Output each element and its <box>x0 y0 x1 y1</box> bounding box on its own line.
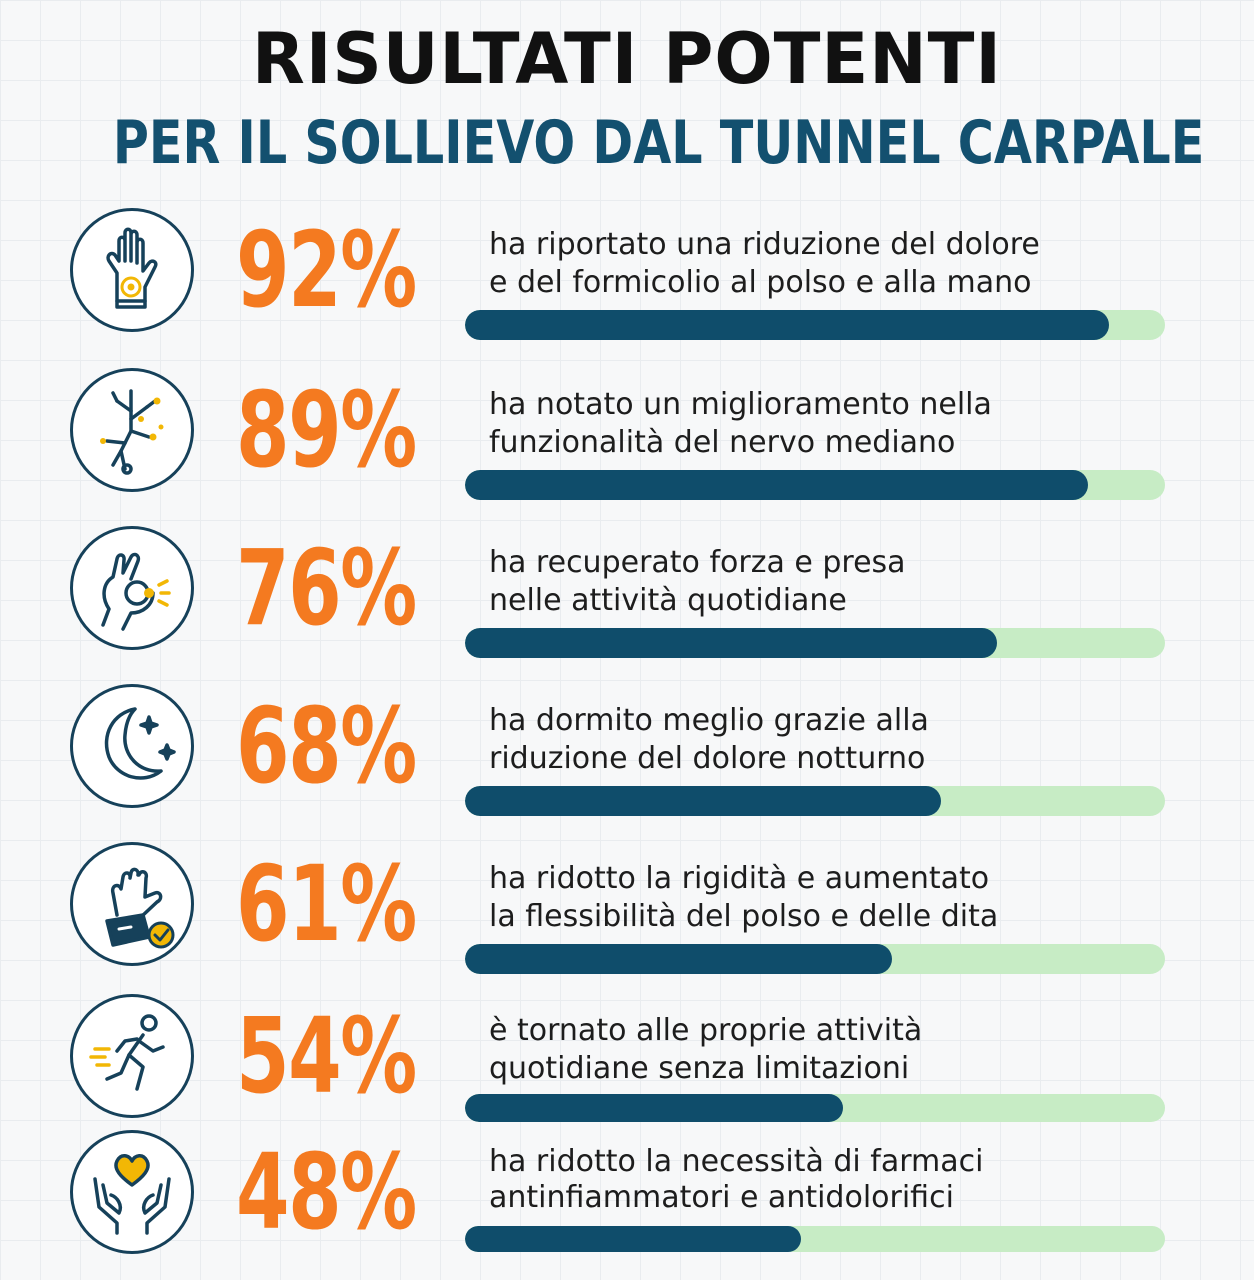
percentage-value: 76% <box>236 527 417 649</box>
stat-description-line: ha ridotto la rigidità e aumentato <box>489 861 990 896</box>
progress-bar <box>465 944 1165 974</box>
stat-description: ha ridotto la necessità di farmaci antin… <box>489 1144 1189 1216</box>
stat-description-line: ha notato un miglioramento nella <box>489 387 992 422</box>
progress-bar <box>465 1094 1165 1122</box>
percentage-value: 61% <box>236 843 417 965</box>
stat-description: ha recuperato forza e presa nelle attivi… <box>489 544 1189 620</box>
stat-description: ha ridotto la rigidità e aumentato la fl… <box>489 860 1189 936</box>
progress-bar <box>465 1226 1165 1252</box>
stat-description-line: nelle attività quotidiane <box>489 583 847 618</box>
stat-description-line: funzionalità del nervo mediano <box>489 425 956 460</box>
stat-description-line: antinfiammatori e antidolorifici <box>489 1180 954 1215</box>
stat-row-2: 89% ha notato un miglioramento nella fun… <box>0 368 1254 518</box>
stat-description-line: ha ridotto la necessità di farmaci <box>489 1144 984 1179</box>
moon-stars-icon <box>70 684 194 808</box>
stat-description-line: ha dormito meglio grazie alla <box>489 703 929 738</box>
stat-row-6: 54% è tornato alle proprie attività quot… <box>0 994 1254 1144</box>
stat-description: è tornato alle proprie attività quotidia… <box>489 1012 1189 1088</box>
progress-bar-fill <box>465 786 941 816</box>
progress-bar <box>465 470 1165 500</box>
page-subtitle: PER IL SOLLIEVO DAL TUNNEL CARPALE <box>112 108 1205 178</box>
progress-bar <box>465 786 1165 816</box>
stat-description-line: è tornato alle proprie attività <box>489 1013 923 1048</box>
stat-description-line: e del formicolio al polso e alla mano <box>489 265 1032 300</box>
ok-hand-grip-icon <box>70 526 194 650</box>
progress-bar <box>465 628 1165 658</box>
stat-row-1: 92% ha riportato una riduzione del dolor… <box>0 208 1254 358</box>
progress-bar-fill <box>465 1094 843 1122</box>
hands-heart-icon <box>70 1130 194 1254</box>
stat-row-7: 48% ha ridotto la necessità di farmaci a… <box>0 1130 1254 1280</box>
nerve-icon <box>70 368 194 492</box>
stat-description: ha dormito meglio grazie alla riduzione … <box>489 702 1189 778</box>
stat-row-5: 61% ha ridotto la rigidità e aumentato l… <box>0 842 1254 992</box>
stat-description-line: la flessibilità del polso e delle dita <box>489 899 999 934</box>
stat-description-line: quotidiane senza limitazioni <box>489 1051 910 1086</box>
running-person-icon <box>70 994 194 1118</box>
stat-description-line: ha recuperato forza e presa <box>489 545 906 580</box>
stat-description: ha riportato una riduzione del dolore e … <box>489 226 1189 302</box>
progress-bar-fill <box>465 310 1109 340</box>
progress-bar-fill <box>465 944 892 974</box>
progress-bar-fill <box>465 1226 801 1252</box>
wrist-brace-check-icon <box>70 842 194 966</box>
progress-bar-fill <box>465 470 1088 500</box>
progress-bar <box>465 310 1165 340</box>
percentage-value: 68% <box>236 685 417 807</box>
stat-row-4: 68% ha dormito meglio grazie alla riduzi… <box>0 684 1254 834</box>
percentage-value: 54% <box>236 995 417 1117</box>
progress-bar-fill <box>465 628 997 658</box>
stat-row-3: 76% ha recuperato forza e presa nelle at… <box>0 526 1254 676</box>
page-title: RISULTATI POTENTI <box>252 18 1002 100</box>
stat-description-line: riduzione del dolore notturno <box>489 741 926 776</box>
stat-description: ha notato un miglioramento nella funzion… <box>489 386 1189 462</box>
percentage-value: 89% <box>236 369 417 491</box>
hand-palm-icon <box>70 208 194 332</box>
percentage-value: 48% <box>236 1131 417 1253</box>
stat-description-line: ha riportato una riduzione del dolore <box>489 227 1040 262</box>
percentage-value: 92% <box>236 209 417 331</box>
